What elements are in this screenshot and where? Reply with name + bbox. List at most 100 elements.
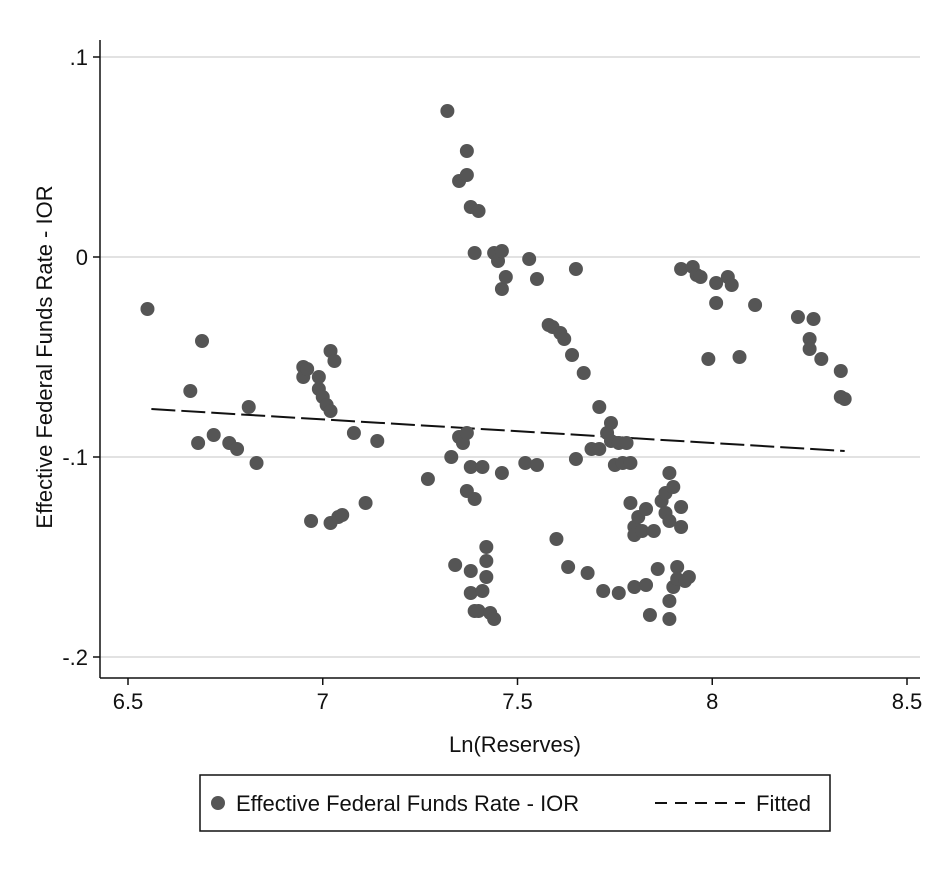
scatter-point-6 bbox=[230, 442, 245, 456]
scatter-point-74 bbox=[580, 566, 595, 580]
scatter-point-29 bbox=[448, 558, 463, 572]
scatter-point-127 bbox=[802, 342, 817, 356]
scatter-point-35 bbox=[459, 168, 474, 182]
scatter-point-66 bbox=[549, 532, 564, 546]
scatter-point-2 bbox=[191, 436, 206, 450]
scatter-point-71 bbox=[568, 262, 583, 276]
scatter-point-76 bbox=[592, 442, 607, 456]
scatter-point-95 bbox=[639, 578, 654, 592]
axes bbox=[93, 40, 920, 685]
scatter-point-14 bbox=[311, 370, 326, 384]
y-tick-label-2: -.1 bbox=[62, 445, 88, 470]
scatter-point-122 bbox=[724, 278, 739, 292]
scatter-point-47 bbox=[475, 460, 490, 474]
scatter-point-72 bbox=[568, 452, 583, 466]
points-layer bbox=[140, 104, 852, 626]
scatter-point-56 bbox=[494, 244, 509, 258]
legend: Effective Federal Funds Rate - IOR Fitte… bbox=[199, 774, 831, 832]
scatter-point-17 bbox=[323, 404, 338, 418]
y-tick-label-0: .1 bbox=[70, 45, 88, 70]
scatter-point-102 bbox=[662, 466, 677, 480]
legend-label-scatter: Effective Federal Funds Rate - IOR bbox=[236, 791, 579, 816]
scatter-point-27 bbox=[440, 104, 455, 118]
scatter-point-48 bbox=[475, 584, 490, 598]
scatter-point-69 bbox=[561, 560, 576, 574]
scatter-point-8 bbox=[249, 456, 264, 470]
x-tick-label-4: 8.5 bbox=[892, 689, 923, 714]
scatter-point-63 bbox=[529, 458, 544, 472]
scatter-point-91 bbox=[627, 580, 642, 594]
scatter-point-98 bbox=[650, 562, 665, 576]
x-tick-label-0: 6.5 bbox=[113, 689, 144, 714]
scatter-point-25 bbox=[370, 434, 385, 448]
scatter-point-4 bbox=[206, 428, 221, 442]
scatter-point-51 bbox=[479, 570, 494, 584]
scatter-point-106 bbox=[666, 480, 681, 494]
scatter-point-20 bbox=[327, 354, 342, 368]
scatter-point-61 bbox=[522, 252, 537, 266]
scatter-point-78 bbox=[596, 584, 611, 598]
scatter-point-57 bbox=[494, 282, 509, 296]
scatter-point-68 bbox=[557, 332, 572, 346]
scatter-point-26 bbox=[420, 472, 435, 486]
scatter-point-49 bbox=[479, 540, 494, 554]
scatter-point-11 bbox=[300, 362, 315, 376]
scatter-point-22 bbox=[335, 508, 350, 522]
scatter-point-104 bbox=[662, 612, 677, 626]
scatter-point-130 bbox=[833, 364, 848, 378]
scatter-point-46 bbox=[471, 604, 486, 618]
scatter-point-77 bbox=[592, 400, 607, 414]
x-tick-label-1: 7 bbox=[317, 689, 329, 714]
scatter-point-62 bbox=[529, 272, 544, 286]
scatter-point-23 bbox=[346, 426, 361, 440]
scatter-point-97 bbox=[646, 524, 661, 538]
scatter-point-28 bbox=[444, 450, 459, 464]
scatter-point-126 bbox=[802, 332, 817, 346]
scatter-point-93 bbox=[635, 524, 650, 538]
scatter-point-12 bbox=[304, 514, 319, 528]
fitted-layer bbox=[151, 408, 845, 452]
scatter-point-36 bbox=[459, 144, 474, 158]
scatter-point-24 bbox=[358, 496, 373, 510]
scatter-point-39 bbox=[463, 460, 478, 474]
scatter-point-60 bbox=[518, 456, 533, 470]
scatter-point-88 bbox=[623, 496, 638, 510]
x-tick-label-2: 7.5 bbox=[502, 689, 533, 714]
y-tick-label-3: -.2 bbox=[62, 645, 88, 670]
scatter-point-96 bbox=[642, 608, 657, 622]
y-tick-label-1: 0 bbox=[76, 245, 88, 270]
scatter-point-53 bbox=[487, 612, 502, 626]
x-axis-title: Ln(Reserves) bbox=[449, 732, 581, 757]
scatter-point-124 bbox=[748, 298, 763, 312]
scatter-point-118 bbox=[701, 352, 716, 366]
scatter-point-110 bbox=[674, 500, 689, 514]
scatter-point-50 bbox=[479, 554, 494, 568]
scatter-point-59 bbox=[498, 270, 513, 284]
scatter-point-114 bbox=[674, 262, 689, 276]
scatter-point-119 bbox=[709, 276, 724, 290]
scatter-point-94 bbox=[639, 502, 654, 516]
scatter-point-73 bbox=[576, 366, 591, 380]
scatter-point-113 bbox=[681, 570, 696, 584]
scatter-point-86 bbox=[619, 436, 634, 450]
scatter-point-58 bbox=[494, 466, 509, 480]
scatter-point-87 bbox=[623, 456, 638, 470]
scatter-point-45 bbox=[471, 204, 486, 218]
scatter-point-103 bbox=[662, 514, 677, 528]
scatter-point-111 bbox=[674, 520, 689, 534]
legend-label-fitted: Fitted bbox=[756, 791, 811, 816]
scatter-point-123 bbox=[732, 350, 747, 364]
scatter-point-1 bbox=[183, 384, 198, 398]
scatter-point-105 bbox=[662, 594, 677, 608]
scatter-point-117 bbox=[693, 270, 708, 284]
scatter-point-40 bbox=[463, 564, 478, 578]
scatter-point-108 bbox=[670, 560, 685, 574]
scatter-point-70 bbox=[565, 348, 580, 362]
scatter-point-129 bbox=[814, 352, 829, 366]
legend-marker-scatter bbox=[211, 796, 225, 810]
gridlines bbox=[100, 56, 920, 658]
y-axis-title: Effective Federal Funds Rate - IOR bbox=[32, 185, 57, 528]
scatter-point-43 bbox=[467, 492, 482, 506]
